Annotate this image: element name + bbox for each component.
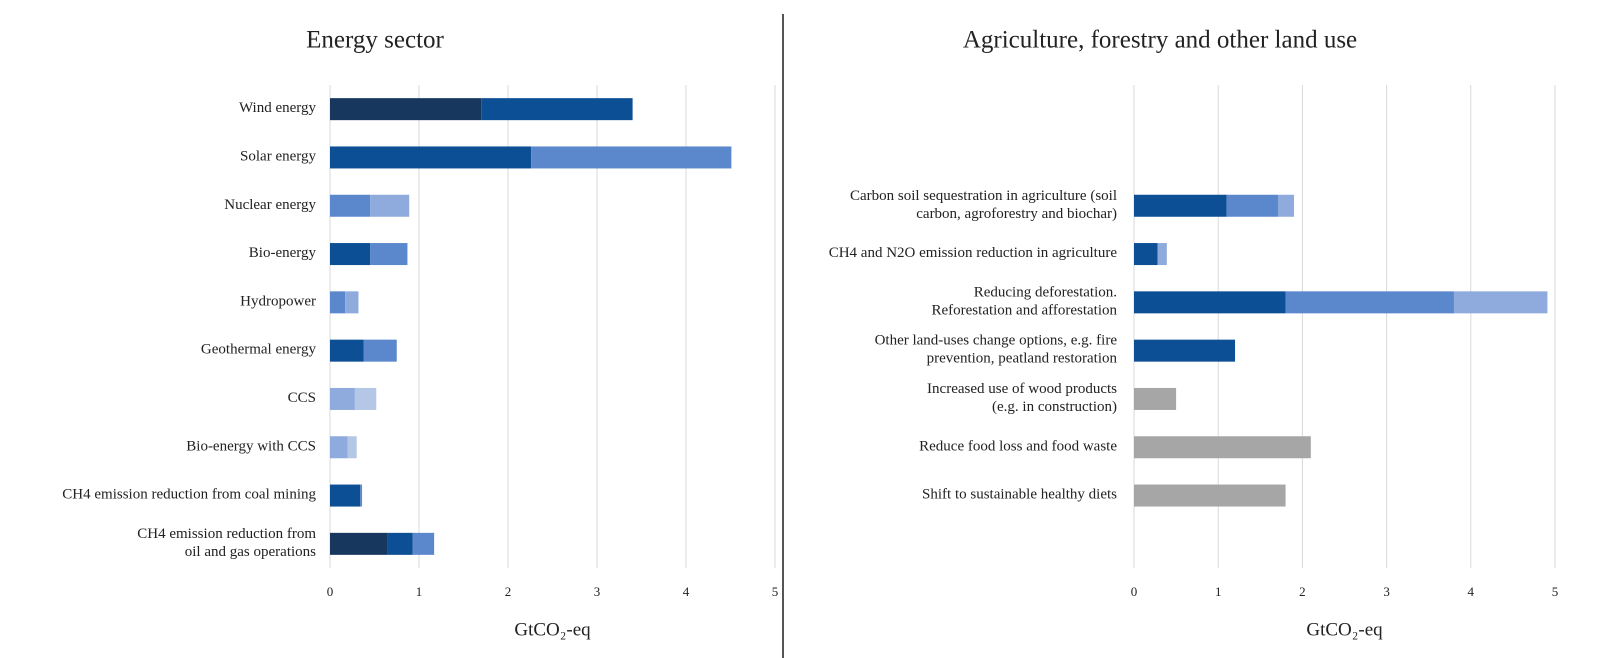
bar-segment xyxy=(531,146,732,169)
bar-segment xyxy=(1453,291,1548,314)
y-tick-label: CCS xyxy=(288,390,316,406)
bar-segment xyxy=(363,339,397,362)
x-tick-label: 5 xyxy=(772,584,779,599)
label-line: Solar energy xyxy=(240,149,316,165)
bar-segment xyxy=(1134,339,1236,362)
y-tick-label: Geothermal energy xyxy=(201,342,317,358)
bar-segment xyxy=(330,436,348,459)
x-axis-label: GtCO₂-eq xyxy=(1306,619,1383,640)
x-tick-label: 3 xyxy=(1383,584,1390,599)
bar-segment xyxy=(1226,194,1278,217)
x-tick-label: 5 xyxy=(1552,584,1559,599)
bar-segment xyxy=(370,194,410,217)
label-line: prevention, peatland restoration xyxy=(927,351,1118,367)
label-line: Hydropower xyxy=(240,294,316,310)
x-axis-label: GtCO₂-eq xyxy=(514,619,591,640)
y-tick-label: Solar energy xyxy=(240,149,316,165)
bar-segment xyxy=(1134,387,1177,410)
label-line: oil and gas operations xyxy=(185,544,316,560)
y-tick-label: Nuclear energy xyxy=(224,197,316,213)
bar-segment xyxy=(481,98,633,121)
x-tick-label: 4 xyxy=(1468,584,1475,599)
label-line: Reduce food loss and food waste xyxy=(919,439,1117,455)
y-tick-label: Hydropower xyxy=(240,294,316,310)
y-tick-label: CH4 emission reduction from coal mining xyxy=(62,487,316,503)
bar-segment xyxy=(330,484,361,507)
label-line: (e.g. in construction) xyxy=(992,399,1117,415)
label-line: Geothermal energy xyxy=(201,342,317,358)
y-tick-label: Bio-energy xyxy=(249,245,317,261)
bar-segment xyxy=(330,291,346,314)
bar-segment xyxy=(1285,291,1454,314)
label-line: CH4 emission reduction from coal mining xyxy=(62,487,316,503)
bar-segment xyxy=(330,339,364,362)
label-line: CCS xyxy=(288,390,316,406)
y-tick-label: Increased use of wood products (e.g. in c… xyxy=(927,381,1117,415)
y-tick-label: CH4 and N2O emission reduction in agricu… xyxy=(829,245,1118,261)
bar-segment xyxy=(1277,194,1294,217)
bar-segment xyxy=(354,387,377,410)
label-line: CH4 and N2O emission reduction in agricu… xyxy=(829,245,1118,261)
y-tick-label: Other land-uses change options, e.g. fir… xyxy=(875,333,1118,367)
bar-segment xyxy=(1134,436,1311,459)
y-tick-label: CH4 emission reduction from oil and gas o… xyxy=(137,526,316,560)
y-tick-label: Bio-energy with CCS xyxy=(186,439,316,455)
label-line: Wind energy xyxy=(239,101,317,117)
x-tick-label: 4 xyxy=(683,584,690,599)
x-tick-label: 2 xyxy=(1299,584,1306,599)
label-line: Bio-energy xyxy=(249,245,317,261)
bar-segment xyxy=(1157,243,1167,266)
label-line: Nuclear energy xyxy=(224,197,316,213)
bar-segment xyxy=(1134,484,1286,507)
y-tick-label: Reduce food loss and food waste xyxy=(919,439,1117,455)
label-line: Shift to sustainable healthy diets xyxy=(922,487,1117,503)
x-tick-label: 3 xyxy=(594,584,601,599)
x-tick-label: 1 xyxy=(416,584,423,599)
bar-segment xyxy=(330,243,371,266)
label-line: Reforestation and afforestation xyxy=(932,303,1118,319)
bar-segment xyxy=(330,387,355,410)
y-tick-label: Reducing deforestation. Reforestation and… xyxy=(932,285,1118,319)
label-line: Other land-uses change options, e.g. fir… xyxy=(875,333,1118,349)
label-line: Reducing deforestation. xyxy=(974,285,1117,301)
bar-segment xyxy=(1134,243,1158,266)
bar-segment xyxy=(330,194,371,217)
label-line: Carbon soil sequestration in agriculture… xyxy=(850,188,1117,204)
bar-segment xyxy=(330,146,532,169)
bar-segment xyxy=(1134,291,1286,314)
y-tick-label: Wind energy xyxy=(239,101,317,117)
bar-segment xyxy=(347,436,357,459)
bar-segment xyxy=(360,484,363,507)
bar-segment xyxy=(387,532,413,555)
chart-title: Energy sector xyxy=(306,27,444,54)
bar-segment xyxy=(370,243,408,266)
chart-title: Agriculture, forestry and other land use xyxy=(963,27,1357,54)
label-line: Bio-energy with CCS xyxy=(186,439,316,455)
x-tick-label: 0 xyxy=(1131,584,1138,599)
label-line: Increased use of wood products xyxy=(927,381,1117,397)
x-tick-label: 1 xyxy=(1215,584,1222,599)
y-tick-label: Shift to sustainable healthy diets xyxy=(922,487,1117,503)
bar-segment xyxy=(412,532,435,555)
y-tick-label: Carbon soil sequestration in agriculture… xyxy=(850,188,1117,222)
x-tick-label: 0 xyxy=(327,584,334,599)
bar-segment xyxy=(345,291,359,314)
bar-segment xyxy=(330,98,482,121)
bar-segment xyxy=(1134,194,1227,217)
label-line: carbon, agroforestry and biochar) xyxy=(916,206,1117,222)
label-line: CH4 emission reduction from xyxy=(137,526,316,542)
x-tick-label: 2 xyxy=(505,584,512,599)
bar-segment xyxy=(330,532,388,555)
